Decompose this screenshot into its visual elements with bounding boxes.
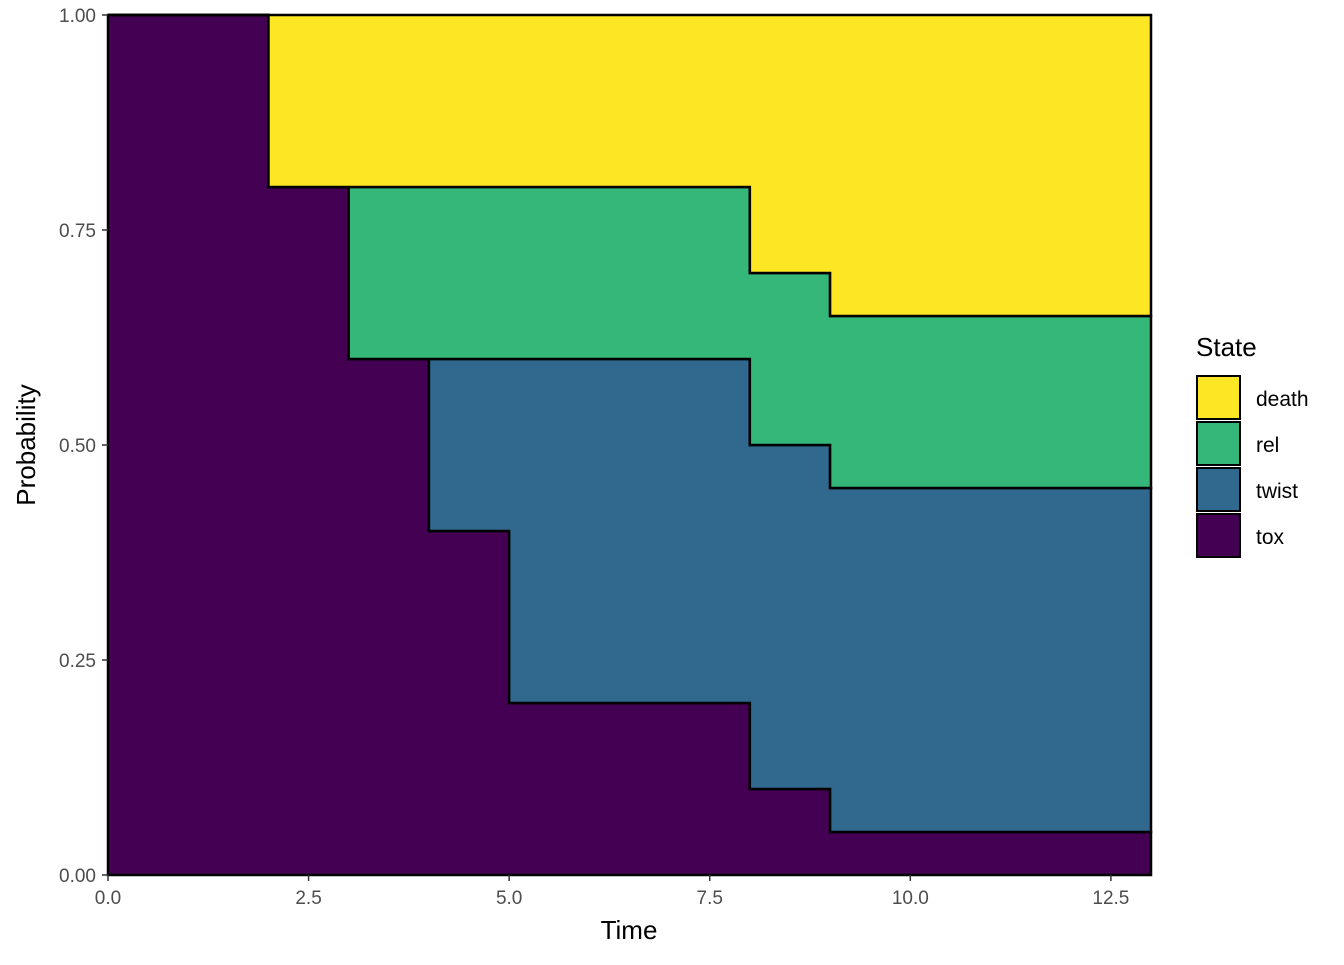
- y-tick-label: 0.50: [59, 436, 96, 457]
- y-axis-label: Probability: [11, 384, 41, 505]
- legend-label-death: death: [1256, 388, 1309, 411]
- legend-label-twist: twist: [1256, 480, 1298, 503]
- legend-key-rel: [1196, 421, 1241, 466]
- legend-label-rel: rel: [1256, 434, 1279, 457]
- legend-title: State: [1196, 332, 1257, 362]
- legend-key-tox: [1196, 513, 1241, 558]
- y-tick-label: 0.00: [59, 866, 96, 887]
- x-tick-label: 10.0: [892, 888, 929, 909]
- x-tick-label: 7.5: [697, 888, 723, 909]
- legend-key-death: [1196, 375, 1241, 420]
- y-tick-label: 0.75: [59, 221, 96, 242]
- y-tick-label: 1.00: [59, 6, 96, 27]
- legend-key-twist: [1196, 467, 1241, 512]
- legend-label-tox: tox: [1256, 526, 1285, 549]
- x-tick-label: 5.0: [496, 888, 522, 909]
- legend: State death rel twist tox: [1196, 332, 1309, 558]
- x-axis-label: Time: [601, 915, 658, 945]
- y-tick-label: 0.25: [59, 651, 96, 672]
- axes: 0.0 2.5 5.0 7.5 10.0 12.5 0.00 0.25 0.50 0.75 1.00: [59, 6, 1151, 909]
- area-death: [108, 13, 1153, 318]
- x-tick-label: 0.0: [95, 888, 121, 909]
- areas: [106, 13, 1153, 877]
- x-tick-label: 2.5: [295, 888, 321, 909]
- x-tick-label: 12.5: [1092, 888, 1129, 909]
